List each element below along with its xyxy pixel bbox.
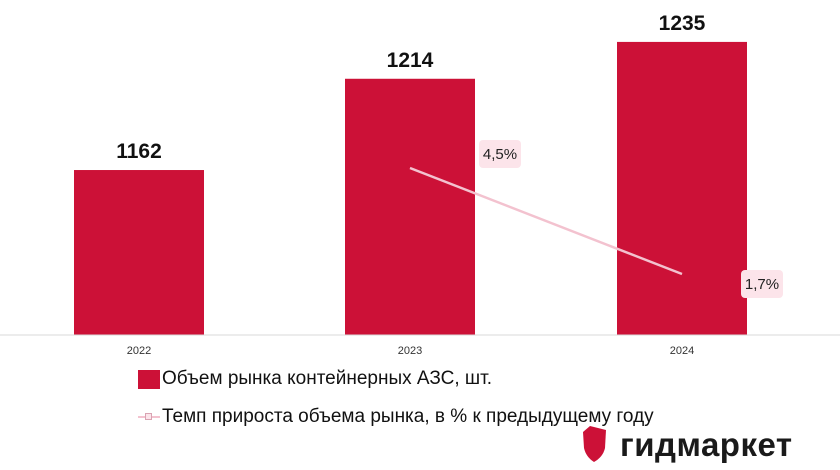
bar-value-label-2024: 1235 bbox=[659, 12, 706, 35]
legend-line-dot bbox=[145, 413, 152, 420]
x-tick-labels-layer: 2022 2023 2024 bbox=[127, 345, 694, 357]
bar-2023 bbox=[345, 78, 475, 336]
legend-label-volume: Объем рынка контейнерных АЗС, шт. bbox=[162, 368, 493, 389]
growth-label-box-2024 bbox=[741, 270, 783, 298]
bar-value-label-2022: 1162 bbox=[116, 140, 162, 163]
x-tick-label-2024: 2024 bbox=[670, 345, 694, 357]
legend-label-growth: Темп прироста объема рынка, в % к предыд… bbox=[162, 406, 654, 427]
x-tick-label-2022: 2022 bbox=[127, 345, 151, 357]
legend: Объем рынка контейнерных АЗС, шт. Темп п… bbox=[138, 364, 654, 440]
bar-value-label-2023: 1214 bbox=[387, 49, 434, 72]
legend-swatch-bar bbox=[138, 369, 160, 389]
bar-labels-layer: 1162 1214 1235 bbox=[116, 12, 705, 163]
growth-label-box-2023 bbox=[479, 140, 521, 168]
growth-line-layer: 4,5% 1,7% bbox=[409, 140, 783, 298]
logo-text: гидмаркет bbox=[620, 425, 793, 463]
legend-line-marker-icon bbox=[138, 410, 160, 424]
growth-label-2024: 1,7% bbox=[745, 276, 779, 293]
bars-layer bbox=[74, 41, 747, 336]
brand-logo: гидмаркет bbox=[582, 424, 793, 464]
logo-mark-icon bbox=[583, 426, 606, 462]
bar-2024 bbox=[617, 41, 747, 335]
bar-2022 bbox=[74, 170, 204, 335]
legend-item-growth: Темп прироста объема рынка, в % к предыд… bbox=[138, 402, 654, 432]
growth-label-2023: 4,5% bbox=[483, 146, 517, 163]
growth-line bbox=[409, 166, 683, 276]
x-tick-label-2023: 2023 bbox=[398, 345, 422, 357]
legend-item-volume: Объем рынка контейнерных АЗС, шт. bbox=[138, 364, 654, 394]
